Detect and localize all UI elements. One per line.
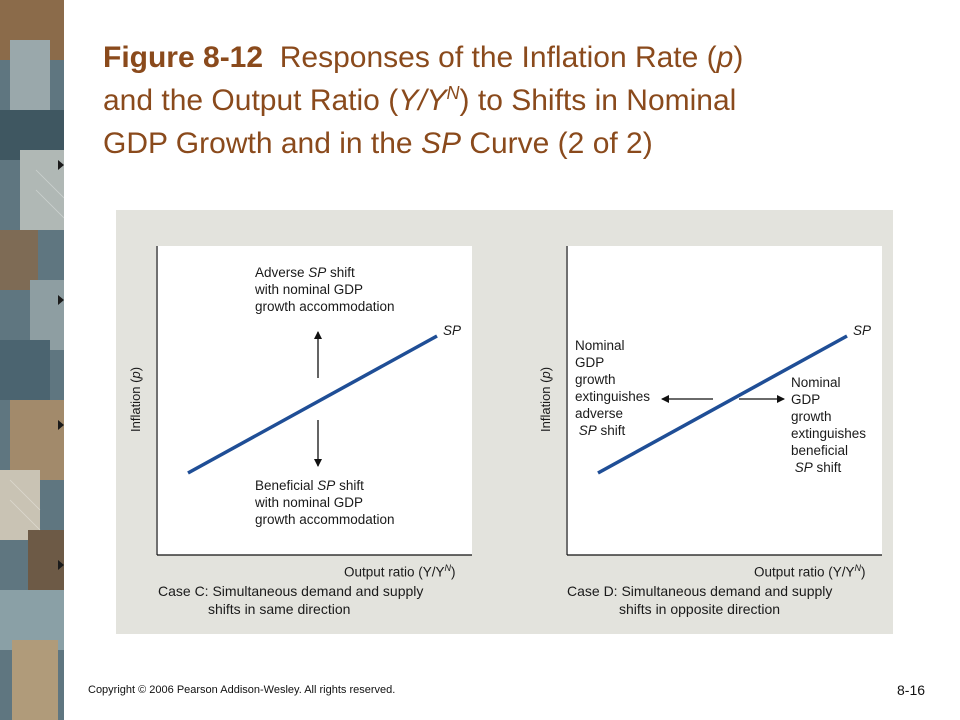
copyright-notice: Copyright © 2006 Pearson Addison-Wesley.… xyxy=(88,684,396,696)
panel-c-caption: Case C: Simultaneous demand and supply s… xyxy=(158,583,424,617)
panel-d-y-axis-label: Inflation (p) xyxy=(538,366,553,432)
slide-title: Figure 8-12 Responses of the Inflation R… xyxy=(103,41,744,160)
panel-c-y-axis-label: Inflation (p) xyxy=(128,366,143,432)
panel-d-sp-curve xyxy=(597,334,848,475)
panel-c-curve-label: SP xyxy=(443,323,462,338)
panel-d-plot-area xyxy=(566,246,882,555)
panel-c-adverse-label: Adverse SP shift with nominal GDP growth… xyxy=(255,265,395,314)
panel-d-right-label: Nominal GDP growth extinguishes benefici… xyxy=(791,375,867,475)
panel-d-caption: Case D: Simultaneous demand and supply s… xyxy=(567,583,833,617)
slide-number: 8-16 xyxy=(897,682,926,698)
panel-c-beneficial-label: Beneficial SP shift with nominal GDP gro… xyxy=(255,478,395,527)
panel-c-x-axis-label: Output ratio (Y/YN) xyxy=(344,563,456,580)
panel-c-sp-curve xyxy=(187,334,438,475)
panel-d-x-axis-label: Output ratio (Y/YN) xyxy=(754,563,866,580)
panel-d-left-label: Nominal GDP growth extinguishes adverse … xyxy=(575,338,651,438)
panel-d-curve-label: SP xyxy=(853,323,872,338)
panel-c-plot-area xyxy=(156,246,472,555)
decorative-side-strip xyxy=(0,0,64,720)
